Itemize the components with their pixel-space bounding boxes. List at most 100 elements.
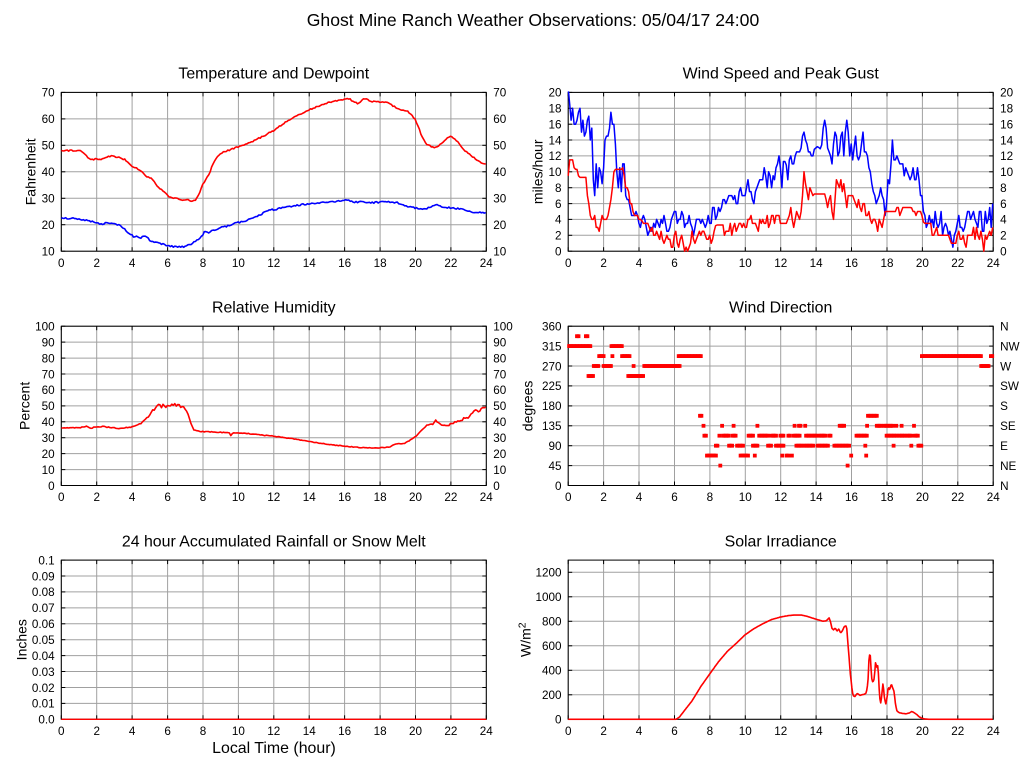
svg-text:18: 18 — [880, 257, 893, 270]
svg-text:8: 8 — [707, 491, 714, 504]
svg-text:0.07: 0.07 — [32, 602, 55, 615]
svg-text:4: 4 — [1000, 214, 1007, 227]
svg-text:0: 0 — [565, 491, 572, 504]
svg-text:Relative Humidity: Relative Humidity — [212, 299, 336, 316]
svg-text:12: 12 — [774, 491, 787, 504]
svg-text:18: 18 — [374, 725, 387, 738]
svg-text:4: 4 — [636, 491, 643, 504]
svg-text:2: 2 — [555, 230, 562, 243]
svg-text:60: 60 — [493, 113, 507, 126]
svg-text:1000: 1000 — [535, 591, 562, 604]
svg-text:24 hour Accumulated Rainfall o: 24 hour Accumulated Rainfall or Snow Mel… — [122, 533, 426, 550]
svg-text:600: 600 — [542, 640, 562, 653]
svg-text:0.02: 0.02 — [32, 682, 55, 695]
svg-text:14: 14 — [810, 257, 824, 270]
svg-text:10: 10 — [42, 246, 56, 259]
svg-text:2: 2 — [93, 725, 100, 738]
svg-text:80: 80 — [42, 352, 56, 365]
svg-text:16: 16 — [338, 257, 351, 270]
svg-text:70: 70 — [42, 368, 56, 381]
svg-text:80: 80 — [493, 352, 507, 365]
svg-text:20: 20 — [548, 87, 562, 100]
svg-text:0.06: 0.06 — [32, 618, 55, 631]
svg-text:10: 10 — [739, 491, 753, 504]
svg-text:10: 10 — [232, 725, 246, 738]
svg-text:70: 70 — [42, 87, 56, 100]
svg-text:10: 10 — [42, 464, 56, 477]
svg-text:100: 100 — [35, 321, 55, 334]
svg-text:0: 0 — [555, 246, 562, 259]
svg-text:0.03: 0.03 — [32, 666, 55, 679]
svg-text:miles/hour: miles/hour — [530, 139, 546, 204]
svg-text:22: 22 — [444, 491, 457, 504]
svg-text:24: 24 — [987, 257, 1001, 270]
svg-text:24: 24 — [987, 491, 1001, 504]
svg-text:50: 50 — [493, 140, 507, 153]
svg-text:0.1: 0.1 — [38, 554, 54, 567]
svg-text:6: 6 — [671, 725, 678, 738]
svg-text:12: 12 — [267, 491, 280, 504]
svg-text:16: 16 — [338, 725, 351, 738]
svg-text:SW: SW — [1000, 380, 1019, 393]
svg-text:90: 90 — [548, 440, 562, 453]
svg-text:20: 20 — [916, 725, 930, 738]
svg-text:10: 10 — [739, 257, 753, 270]
svg-text:14: 14 — [810, 725, 824, 738]
svg-text:20: 20 — [409, 491, 423, 504]
svg-text:16: 16 — [845, 725, 858, 738]
svg-text:0: 0 — [565, 257, 572, 270]
svg-text:20: 20 — [1000, 87, 1014, 100]
svg-text:0.04: 0.04 — [32, 650, 55, 663]
svg-text:6: 6 — [164, 491, 171, 504]
svg-text:0: 0 — [555, 714, 562, 727]
svg-text:20: 20 — [409, 725, 423, 738]
svg-text:22: 22 — [951, 491, 964, 504]
svg-text:14: 14 — [548, 134, 562, 147]
svg-text:90: 90 — [493, 336, 507, 349]
svg-text:4: 4 — [636, 725, 643, 738]
svg-text:10: 10 — [548, 166, 562, 179]
svg-text:50: 50 — [493, 400, 507, 413]
svg-text:225: 225 — [542, 380, 562, 393]
svg-text:40: 40 — [493, 166, 507, 179]
svg-text:70: 70 — [493, 368, 507, 381]
svg-text:12: 12 — [774, 257, 787, 270]
svg-text:12: 12 — [1000, 150, 1013, 163]
svg-text:14: 14 — [303, 491, 317, 504]
svg-text:16: 16 — [338, 491, 351, 504]
svg-text:14: 14 — [1000, 134, 1014, 147]
svg-text:0: 0 — [58, 491, 65, 504]
svg-text:18: 18 — [374, 257, 387, 270]
svg-text:8: 8 — [200, 491, 207, 504]
svg-text:4: 4 — [129, 257, 136, 270]
svg-text:20: 20 — [916, 257, 930, 270]
svg-text:2: 2 — [600, 725, 607, 738]
svg-text:22: 22 — [444, 257, 457, 270]
svg-text:24: 24 — [480, 725, 494, 738]
svg-text:0: 0 — [58, 257, 65, 270]
svg-text:8: 8 — [555, 182, 562, 195]
svg-text:100: 100 — [493, 321, 513, 334]
svg-text:8: 8 — [200, 257, 207, 270]
svg-text:0.05: 0.05 — [32, 634, 55, 647]
svg-text:400: 400 — [542, 665, 562, 678]
svg-text:30: 30 — [493, 432, 507, 445]
svg-text:14: 14 — [303, 725, 317, 738]
svg-text:30: 30 — [493, 193, 507, 206]
svg-text:2: 2 — [600, 491, 607, 504]
svg-text:18: 18 — [880, 725, 893, 738]
svg-text:Ghost Mine Ranch Weather Obser: Ghost Mine Ranch Weather Observations: 0… — [307, 10, 760, 30]
svg-text:Temperature and Dewpoint: Temperature and Dewpoint — [178, 66, 369, 83]
svg-text:4: 4 — [129, 491, 136, 504]
svg-text:0.0: 0.0 — [38, 714, 55, 727]
svg-text:2: 2 — [93, 257, 100, 270]
svg-text:0.09: 0.09 — [32, 570, 55, 583]
svg-text:20: 20 — [493, 219, 507, 232]
svg-text:10: 10 — [232, 491, 246, 504]
svg-text:24: 24 — [480, 257, 494, 270]
svg-text:NW: NW — [1000, 340, 1019, 353]
svg-text:Solar Irradiance: Solar Irradiance — [725, 533, 837, 550]
svg-text:E: E — [1000, 440, 1008, 453]
svg-text:22: 22 — [444, 725, 457, 738]
svg-text:40: 40 — [42, 166, 56, 179]
